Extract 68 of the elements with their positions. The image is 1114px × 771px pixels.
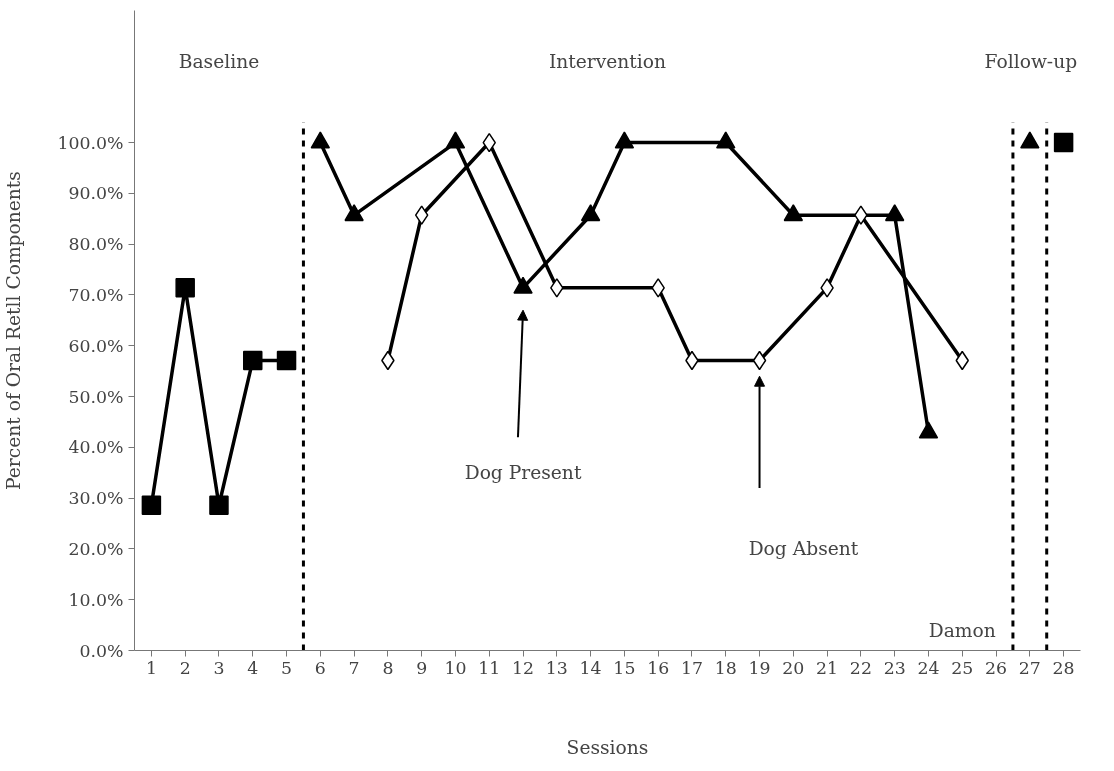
point <box>175 278 195 298</box>
point <box>651 278 665 298</box>
point <box>243 350 263 371</box>
y-tick-label: 90.0% <box>68 183 124 204</box>
point <box>445 131 466 149</box>
x-tick-label: 28 <box>1052 657 1075 678</box>
x-tick-label: 12 <box>512 657 535 678</box>
annotation: Intervention <box>548 50 667 72</box>
point <box>276 350 297 371</box>
x-tick-label: 17 <box>680 657 703 678</box>
y-tick-label: 30.0% <box>68 488 124 509</box>
x-tick-label: 4 <box>247 657 259 678</box>
x-tick-label: 14 <box>579 657 602 678</box>
x-tick-label: 7 <box>348 657 360 678</box>
x-tick-label: 27 <box>1018 657 1041 678</box>
point <box>310 131 331 149</box>
point <box>414 205 429 225</box>
x-tick-label: 22 <box>849 657 872 678</box>
y-tick-label: 50.0% <box>68 386 124 407</box>
point <box>716 131 736 149</box>
annotation: Baseline <box>178 50 260 72</box>
annotation: Damon <box>928 619 996 641</box>
y-axis-title: Percent of Oral Retll Components <box>3 171 25 490</box>
x-tick-label: 23 <box>883 657 906 678</box>
x-tick-label: 8 <box>382 657 394 678</box>
y-tick-label: 60.0% <box>68 335 124 356</box>
point <box>513 276 533 294</box>
point <box>752 350 767 371</box>
point <box>614 131 635 149</box>
x-tick-label: 24 <box>917 657 940 678</box>
annotation: Dog Present <box>464 462 582 484</box>
point <box>820 278 834 298</box>
point <box>884 204 905 222</box>
y-tick-label: 10.0% <box>68 589 124 610</box>
point <box>141 495 162 515</box>
point <box>344 204 364 222</box>
x-tick-label: 21 <box>816 657 839 678</box>
point <box>1020 131 1040 149</box>
x-tick-label: 9 <box>416 657 428 678</box>
x-axis-title: Sessions <box>566 736 649 758</box>
annotation: Follow-up <box>984 50 1078 72</box>
y-tick-label: 80.0% <box>68 234 124 255</box>
x-tick-label: 10 <box>444 657 467 678</box>
x-tick-label: 20 <box>782 657 805 678</box>
x-tick-label: 3 <box>213 657 225 678</box>
y-tick-label: 100.0% <box>57 132 124 153</box>
x-tick-label: 5 <box>281 657 293 678</box>
point <box>550 278 564 298</box>
x-tick-label: 16 <box>647 657 670 678</box>
point <box>783 204 804 222</box>
x-tick-label: 26 <box>985 657 1008 678</box>
y-tick-label: 20.0% <box>68 538 124 559</box>
x-tick-label: 2 <box>179 657 191 678</box>
x-tick-label: 11 <box>478 657 501 678</box>
x-tick-label: 25 <box>951 657 974 678</box>
x-tick-label: 6 <box>314 657 326 678</box>
y-tick-label: 40.0% <box>68 437 124 458</box>
x-tick-label: 13 <box>545 657 568 678</box>
annotation: Dog Absent <box>748 538 859 560</box>
point <box>209 495 229 515</box>
point <box>580 204 601 222</box>
x-tick-label: 19 <box>748 657 771 678</box>
y-tick-label: 70.0% <box>68 284 124 305</box>
x-tick-label: 15 <box>613 657 636 678</box>
x-tick-label: 1 <box>145 657 157 678</box>
y-tick-label: 0.0% <box>79 640 124 661</box>
point <box>854 205 868 225</box>
x-tick-label: 18 <box>714 657 737 678</box>
